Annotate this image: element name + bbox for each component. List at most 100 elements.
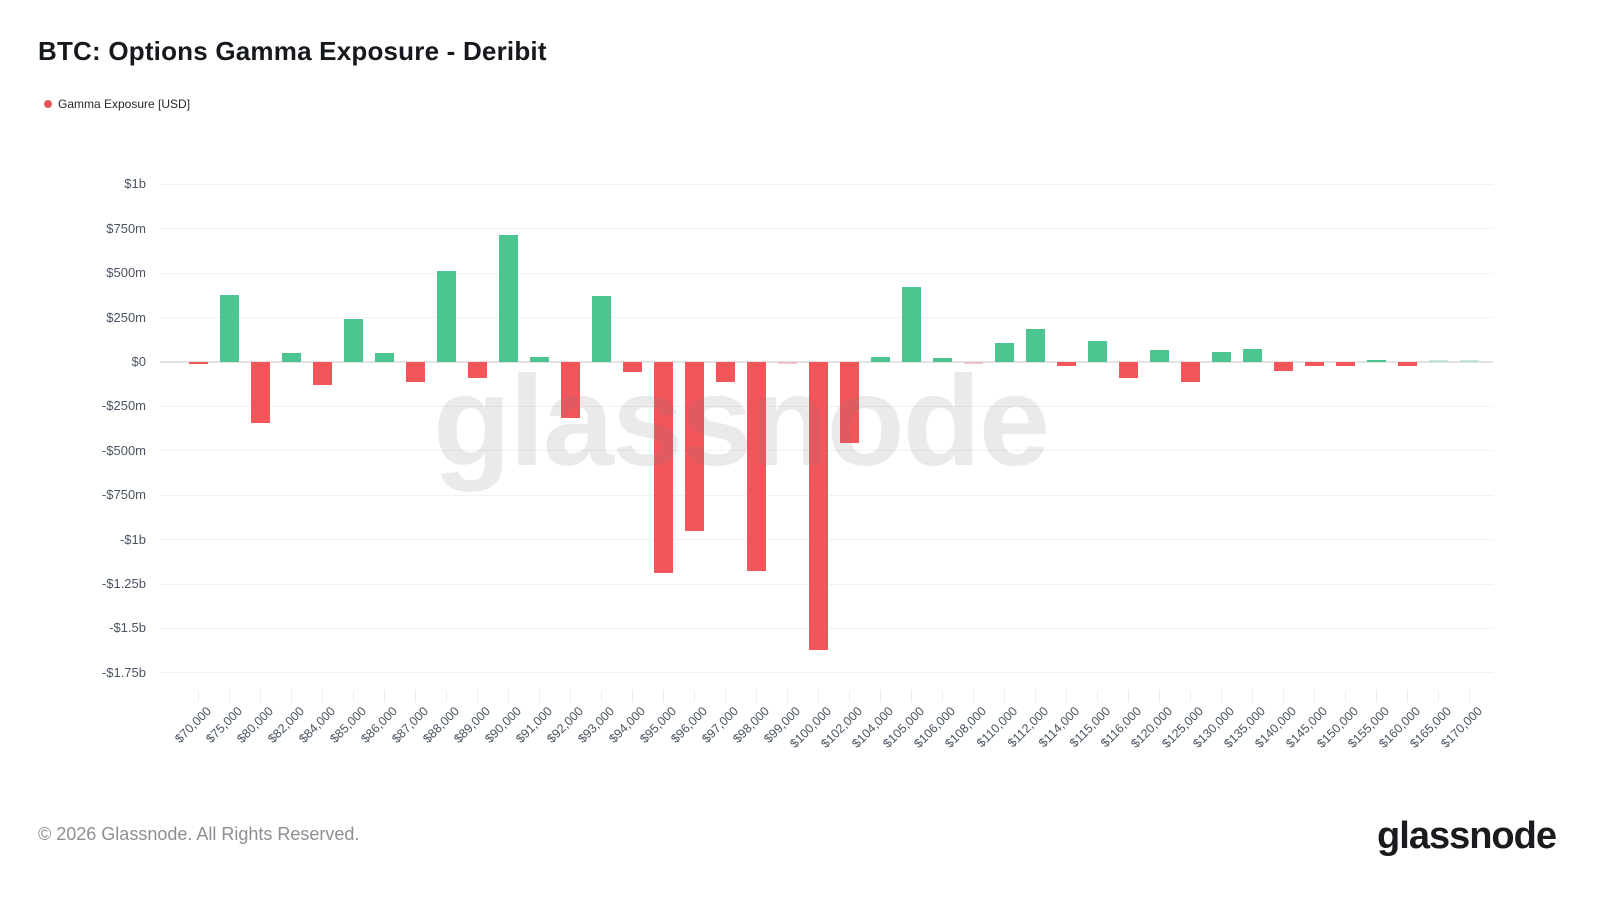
- gamma-bar-95000[interactable]: [653, 362, 673, 574]
- gamma-bar-110000[interactable]: [994, 342, 1014, 362]
- x-axis-tick: [818, 690, 819, 702]
- chart-title: BTC: Options Gamma Exposure - Deribit: [38, 36, 547, 66]
- gamma-bar-145000[interactable]: [1304, 362, 1324, 366]
- x-axis-tick: [663, 690, 664, 702]
- gamma-bar-75000[interactable]: [219, 295, 239, 362]
- x-axis-tick: [508, 690, 509, 702]
- x-axis-tick: [353, 690, 354, 702]
- gamma-bar-89000[interactable]: [467, 362, 487, 378]
- x-axis-tick: [446, 690, 447, 702]
- x-axis-tick: [477, 690, 478, 702]
- x-axis-tick: [1066, 690, 1067, 702]
- gamma-bar-80000[interactable]: [250, 362, 270, 424]
- gridline: [160, 183, 1493, 185]
- x-axis-tick: [322, 690, 323, 702]
- x-axis-tick: [198, 690, 199, 702]
- gamma-bar-86000[interactable]: [374, 353, 394, 362]
- y-axis-label: -$1.5b: [109, 620, 146, 636]
- x-axis-tick: [384, 690, 385, 702]
- gamma-bar-106000[interactable]: [932, 358, 952, 362]
- x-axis-tick: [260, 690, 261, 702]
- gridline: [160, 228, 1493, 230]
- gamma-bar-88000[interactable]: [436, 270, 456, 362]
- x-axis-tick: [1283, 690, 1284, 702]
- gamma-bar-96000[interactable]: [684, 362, 704, 531]
- x-axis-tick: [942, 690, 943, 702]
- x-axis-tick: [632, 690, 633, 702]
- x-axis-tick: [1252, 690, 1253, 702]
- y-axis-label: $750m: [106, 220, 146, 236]
- gamma-bar-115000[interactable]: [1087, 340, 1107, 362]
- gamma-bar-91000[interactable]: [529, 356, 549, 362]
- gamma-bar-120000[interactable]: [1149, 349, 1169, 362]
- gamma-bar-155000[interactable]: [1366, 360, 1386, 362]
- x-axis-tick: [694, 690, 695, 702]
- x-axis-tick: [880, 690, 881, 702]
- y-axis-label: $500m: [106, 265, 146, 281]
- x-axis-tick: [1128, 690, 1129, 702]
- gridline: [160, 672, 1493, 674]
- gamma-bar-108000[interactable]: [963, 362, 983, 364]
- gamma-bar-114000[interactable]: [1056, 362, 1076, 366]
- x-axis-tick: [1004, 690, 1005, 702]
- y-axis-label: $1b: [124, 176, 146, 192]
- gamma-bar-105000[interactable]: [901, 286, 921, 362]
- gamma-bar-99000[interactable]: [777, 362, 797, 364]
- gamma-bar-87000[interactable]: [405, 362, 425, 383]
- gamma-bar-97000[interactable]: [715, 362, 735, 383]
- x-axis-tick: [1190, 690, 1191, 702]
- gamma-bar-160000[interactable]: [1397, 362, 1417, 367]
- gamma-bar-165000[interactable]: [1428, 360, 1448, 362]
- gamma-bar-94000[interactable]: [622, 362, 642, 372]
- x-axis-tick: [1376, 690, 1377, 702]
- gamma-bar-150000[interactable]: [1335, 362, 1355, 367]
- legend-item[interactable]: Gamma Exposure [USD]: [44, 97, 190, 111]
- gamma-bar-90000[interactable]: [498, 235, 518, 362]
- gamma-bar-92000[interactable]: [560, 362, 580, 418]
- gamma-bar-170000[interactable]: [1459, 360, 1479, 362]
- x-axis-tick: [1035, 690, 1036, 702]
- gamma-bar-112000[interactable]: [1025, 329, 1045, 362]
- copyright-text: © 2026 Glassnode. All Rights Reserved.: [38, 824, 360, 844]
- x-axis-tick: [725, 690, 726, 702]
- legend-label: Gamma Exposure [USD]: [58, 97, 191, 111]
- gamma-bar-93000[interactable]: [591, 296, 611, 362]
- gamma-exposure-chart: $1b $750m $500m $250m $0 -$250m -$500m -$750m -$…: [101, 176, 1493, 751]
- x-axis-tick: [1097, 690, 1098, 702]
- x-axis-tick: [1159, 690, 1160, 702]
- gridline: [160, 272, 1493, 274]
- gamma-bar-116000[interactable]: [1118, 362, 1138, 378]
- gridline: [160, 317, 1493, 319]
- x-axis-tick: [756, 690, 757, 702]
- gamma-bar-135000[interactable]: [1242, 348, 1262, 362]
- gamma-bar-125000[interactable]: [1180, 362, 1200, 383]
- x-axis-tick: [1407, 690, 1408, 702]
- gamma-bar-98000[interactable]: [746, 362, 766, 571]
- y-axis-label: -$750m: [101, 487, 146, 503]
- gamma-bar-70000[interactable]: [188, 362, 208, 364]
- y-axis-label: -$1.25b: [101, 576, 146, 591]
- gamma-bar-104000[interactable]: [870, 356, 890, 362]
- gamma-bar-140000[interactable]: [1273, 362, 1293, 371]
- x-axis-tick: [539, 690, 540, 702]
- y-axis-label: $0: [131, 354, 146, 369]
- x-axis-tick: [601, 690, 602, 702]
- x-axis-tick: [911, 690, 912, 702]
- x-axis-tick: [229, 690, 230, 702]
- gamma-bar-102000[interactable]: [839, 362, 859, 443]
- legend-marker-icon: [44, 100, 52, 108]
- x-axis-tick: [570, 690, 571, 702]
- gamma-bar-82000[interactable]: [281, 353, 301, 362]
- gamma-bar-85000[interactable]: [343, 318, 363, 362]
- y-axis-label: -$1.75b: [101, 664, 146, 680]
- gamma-bar-100000[interactable]: [808, 362, 828, 650]
- x-axis-tick: [1314, 690, 1315, 702]
- x-axis-tick: [415, 690, 416, 702]
- x-axis-tick: [1438, 690, 1439, 702]
- x-axis-tick: [973, 690, 974, 702]
- gamma-bar-130000[interactable]: [1211, 352, 1231, 362]
- gamma-bar-84000[interactable]: [312, 362, 332, 386]
- y-axis-label: $250m: [106, 309, 146, 325]
- x-axis-tick: [787, 690, 788, 702]
- x-axis-tick: [1469, 690, 1470, 702]
